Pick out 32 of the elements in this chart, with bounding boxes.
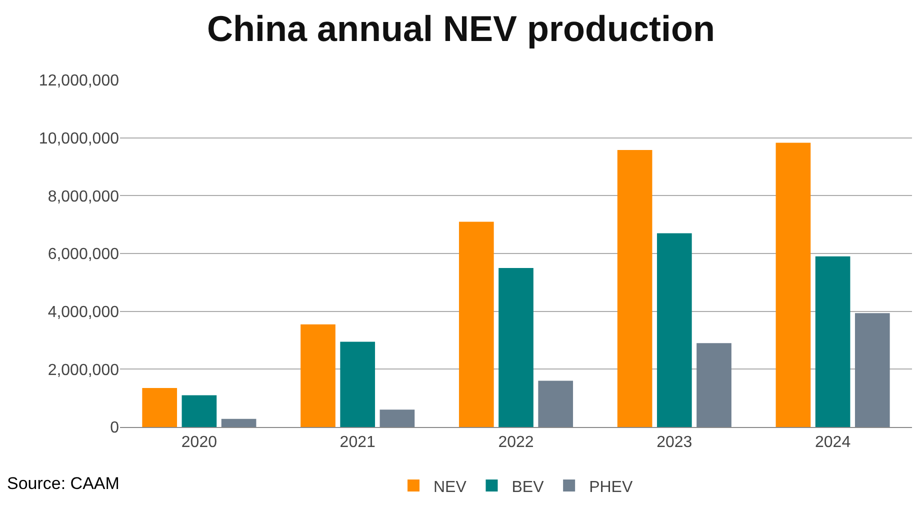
bar — [776, 142, 811, 427]
bar — [380, 410, 415, 427]
legend-label: PHEV — [589, 478, 633, 496]
bar — [656, 233, 692, 427]
x-tick-label: 2024 — [815, 434, 851, 452]
y-tick-label: 2,000,000 — [48, 362, 120, 379]
bar — [142, 388, 178, 427]
x-tick-label: 2020 — [181, 434, 218, 452]
y-tick-label: 6,000,000 — [48, 246, 120, 264]
y-tick-label: 4,000,000 — [48, 304, 120, 321]
y-tick-label: 12,000,000 — [38, 72, 120, 90]
bar — [458, 222, 494, 427]
y-tick-label: 8,000,000 — [48, 188, 120, 206]
bar — [815, 256, 850, 427]
bar — [300, 324, 336, 427]
x-tick-label: 2022 — [498, 434, 534, 452]
bar — [498, 268, 534, 427]
bar — [340, 342, 376, 427]
bar — [182, 395, 217, 427]
x-tick-label: 2021 — [340, 434, 376, 452]
bar — [221, 418, 256, 427]
bar — [538, 380, 574, 427]
chart-title: China annual NEV production — [206, 8, 716, 49]
bar — [696, 343, 732, 427]
legend-label: BEV — [512, 478, 544, 496]
y-tick-label: 0 — [110, 420, 120, 437]
bar — [854, 313, 890, 427]
bar — [617, 150, 652, 427]
source-note: Source: CAAM — [7, 474, 120, 493]
legend-label: NEV — [434, 478, 467, 496]
x-tick-label: 2023 — [656, 434, 692, 452]
y-tick-label: 10,000,000 — [38, 130, 120, 148]
